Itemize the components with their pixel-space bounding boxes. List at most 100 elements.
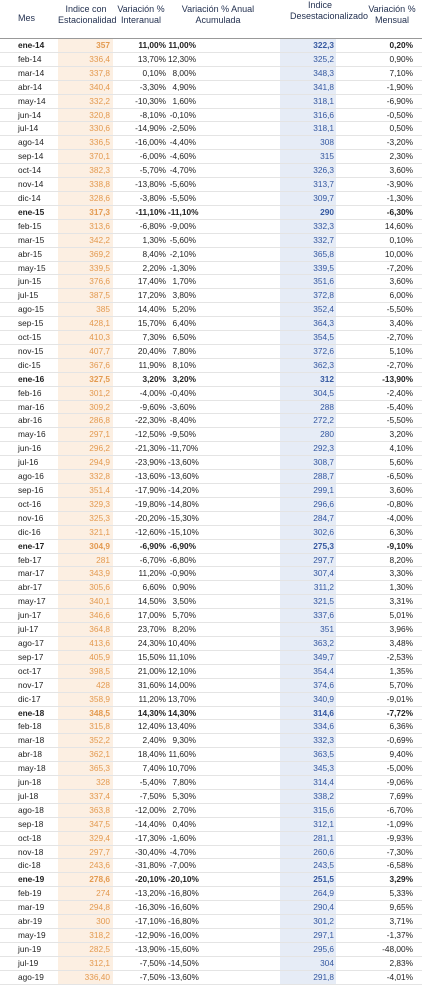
table-cell: 362,3 [280,358,336,373]
table-cell: 301,2 [280,914,336,929]
table-cell: mar-18 [0,733,58,749]
table-row: jun-17 346,6 17,00% 5,70% 337,6 5,01% [0,608,422,624]
table-cell: 4,10% [336,441,422,457]
table-cell: 304,9 [58,539,113,554]
table-cell: 7,80% [168,775,280,790]
table-cell: jun-15 [0,274,58,290]
table-cell: -11,70% [168,441,280,457]
table-cell: 337,6 [280,608,336,624]
table-cell: 348,3 [280,66,336,81]
table-cell: 1,70% [168,274,280,290]
table-cell: -2,70% [336,358,422,373]
table-cell: 18,40% [113,747,168,763]
table-cell: -12,50% [113,427,168,443]
table-row: mar-17 343,9 11,20% -0,90% 307,4 3,30% [0,566,422,582]
table-cell: 334,6 [280,719,336,735]
table-row: jun-16 296,2 -21,30% -11,70% 292,3 4,10% [0,441,422,457]
table-cell: -0,40% [168,386,280,401]
table-cell: mar-19 [0,900,58,916]
table-row: jul-17 364,8 23,70% 8,20% 351 3,96% [0,622,422,637]
table-cell: abr-15 [0,247,58,262]
table-cell: 3,20% [168,372,280,387]
header-cell: Indice con Estacionalidad [58,4,117,25]
table-cell: 297,7 [58,845,113,860]
table-cell: 336,4 [58,52,113,67]
table-row: jul-14 330,6 -14,90% -2,50% 318,1 0,50% [0,121,422,137]
table-cell: jun-18 [0,775,58,790]
table-cell: mar-17 [0,566,58,582]
table-row: mar-19 294,8 -16,30% -16,60% 290,4 9,65% [0,900,422,916]
table-row: sep-18 347,5 -14,40% 0,40% 312,1 -1,09% [0,817,422,832]
table-cell: 338,2 [280,789,336,804]
table-cell: 363,8 [58,803,113,818]
table-cell: -13,60% [168,455,280,471]
table-cell: 337,8 [58,66,113,81]
table-cell: -5,50% [168,191,280,206]
table-cell: 385 [58,302,113,318]
table-cell: 365,3 [58,761,113,777]
table-cell: 410,3 [58,330,113,345]
table-cell: may-18 [0,761,58,777]
table-row: oct-17 398,5 21,00% 12,10% 354,4 1,35% [0,664,422,679]
table-cell: 5,20% [168,302,280,318]
table-cell: 11,20% [113,692,168,707]
table-cell: -7,20% [336,261,422,276]
table-cell: 328,6 [58,191,113,206]
table-cell: 305,6 [58,580,113,596]
table-row: mar-16 309,2 -9,60% -3,60% 288 -5,40% [0,400,422,415]
table-cell: 3,50% [168,594,280,610]
table-cell: -10,30% [113,94,168,109]
table-row: oct-15 410,3 7,30% 6,50% 354,5 -2,70% [0,330,422,345]
table-cell: -6,90% [113,539,168,554]
table-cell: 3,96% [336,622,422,637]
table-cell: abr-14 [0,80,58,95]
table-cell: sep-15 [0,316,58,332]
table-cell: -3,80% [113,191,168,206]
table-cell: 325,2 [280,52,336,67]
table-cell: may-14 [0,94,58,109]
table-cell: -1,37% [336,928,422,943]
table-cell: may-19 [0,928,58,943]
table-cell: -6,80% [113,219,168,234]
table-cell: jul-15 [0,288,58,304]
table-row: jun-15 376,6 17,40% 1,70% 351,6 3,60% [0,274,422,290]
table-cell: 340,1 [58,594,113,610]
table-cell: -1,30% [336,191,422,206]
header-cell: Variación % Mensual [368,4,416,25]
table-cell: -5,70% [113,163,168,179]
table-cell: 7,69% [336,789,422,804]
table-row: oct-14 382,3 -5,70% -4,70% 326,3 3,60% [0,163,422,179]
table-cell: -16,60% [168,900,280,916]
table-cell: -4,70% [168,845,280,860]
table-cell: -3,90% [336,177,422,192]
table-cell: ago-16 [0,469,58,484]
table-cell: 316,6 [280,108,336,123]
table-cell: ene-18 [0,706,58,721]
table-cell: 3,48% [336,636,422,651]
table-cell: -6,70% [336,803,422,818]
table-cell: 1,30% [113,233,168,248]
table-cell: abr-19 [0,914,58,929]
table-row: abr-19 300 -17,10% -16,80% 301,2 3,71% [0,914,422,929]
table-cell: oct-16 [0,497,58,512]
table-cell: 387,5 [58,288,113,304]
table-cell: 14,40% [113,302,168,318]
table-cell: 10,40% [168,636,280,651]
table-row: may-17 340,1 14,50% 3,50% 321,5 3,31% [0,594,422,610]
table-cell: nov-16 [0,511,58,526]
table-cell: -31,80% [113,858,168,874]
table-cell: -16,80% [168,914,280,929]
table-cell: 321,1 [58,525,113,540]
table-cell: 336,5 [58,135,113,151]
table-cell: 304 [280,956,336,971]
table-cell: 309,2 [58,400,113,415]
table-cell: -0,69% [336,733,422,749]
table-cell: 340,9 [280,692,336,707]
table-row: ene-15 317,3 -11,10% -11,10% 290 -6,30% [0,205,422,220]
table-cell: 328 [58,775,113,790]
table-row: dic-14 328,6 -3,80% -5,50% 309,7 -1,30% [0,191,422,206]
table-row: feb-18 315,8 12,40% 13,40% 334,6 6,36% [0,719,422,735]
table-cell: ene-15 [0,205,58,220]
table-row: ene-18 348,5 14,30% 14,30% 314,6 -7,72% [0,706,422,721]
table-cell: -5,50% [336,302,422,318]
